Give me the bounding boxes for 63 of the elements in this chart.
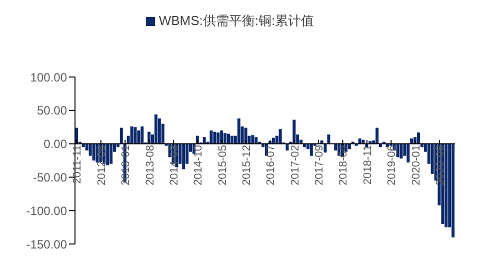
bar — [120, 128, 123, 144]
bar — [140, 126, 144, 144]
y-tick-label: 100.00 — [30, 70, 68, 84]
x-tick-label: 2017-09 — [314, 145, 326, 186]
x-tick-label: 2015-12 — [241, 145, 253, 186]
bar — [134, 127, 137, 144]
bar — [130, 126, 134, 144]
x-tick-label: 2020-01 — [410, 145, 422, 186]
bar — [286, 144, 289, 150]
bar — [452, 144, 455, 238]
x-tick-label: 2017-02 — [289, 145, 302, 186]
bar — [400, 144, 403, 158]
bar — [410, 138, 414, 144]
bar — [202, 137, 206, 144]
bar — [106, 144, 110, 166]
bar — [368, 141, 372, 144]
y-tick-label: 50.00 — [36, 104, 68, 118]
x-tick-label: 2015-05 — [216, 145, 229, 186]
bar — [396, 144, 400, 158]
bar — [237, 118, 240, 144]
bar — [137, 130, 140, 144]
bar — [154, 114, 158, 144]
x-tick-label: 2013-01 — [120, 145, 132, 186]
bar — [327, 134, 330, 144]
x-tick-label: 2019-06 — [386, 145, 398, 186]
bar — [278, 129, 282, 144]
bar — [444, 144, 448, 228]
x-tick-label: 2011-11 — [72, 145, 84, 184]
bar — [110, 144, 113, 164]
bar — [251, 135, 254, 144]
bar — [224, 133, 227, 144]
x-tick-label: 2014-10 — [192, 145, 205, 186]
y-tick-label: -50.00 — [32, 170, 68, 184]
y-tick-label: 0.00 — [44, 137, 68, 152]
x-tick-label: 2013-08 — [144, 145, 156, 186]
legend-label: WBMS:供需平衡:铜:累计值 — [158, 13, 314, 28]
x-tick-label: 2020-08 — [434, 145, 446, 186]
bar — [244, 128, 248, 144]
bar — [182, 144, 186, 170]
bar — [272, 138, 275, 144]
bar — [406, 144, 410, 163]
bar — [292, 120, 296, 144]
bar — [213, 132, 216, 144]
bar — [358, 138, 362, 144]
bar — [417, 132, 420, 144]
bar — [310, 144, 313, 156]
x-tick-label: 2018-11 — [362, 145, 374, 185]
bar — [92, 144, 96, 160]
y-tick-label: -150.00 — [26, 237, 68, 252]
x-tick-label: 2012-06 — [96, 145, 108, 186]
x-tick-label: 2014-03 — [168, 145, 180, 186]
bar — [230, 136, 234, 144]
bar — [216, 132, 220, 144]
bar — [254, 137, 258, 144]
y-tick-label: -100.00 — [26, 204, 68, 218]
bar — [324, 144, 327, 152]
bar — [210, 130, 213, 144]
bar — [158, 118, 161, 144]
bar — [227, 134, 230, 144]
x-tick-label: 2016-07 — [265, 145, 278, 186]
x-tick-label: 2018-04 — [338, 145, 350, 186]
bar — [320, 140, 324, 144]
bar — [376, 128, 379, 144]
